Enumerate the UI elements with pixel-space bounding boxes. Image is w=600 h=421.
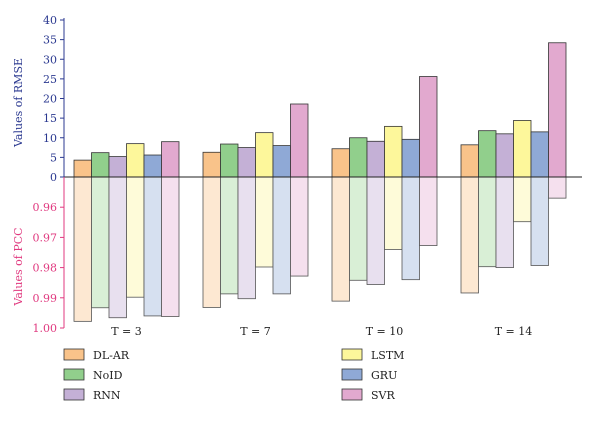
rmse-bar-rnn-2	[237, 147, 256, 178]
legend-label: GRU	[371, 369, 397, 382]
group-labels: T = 3 T = 7 T = 10 T = 14	[111, 325, 532, 338]
rmse-tick-label: 0	[50, 171, 57, 184]
legend-item-dl-ar: DL-AR	[63, 348, 130, 362]
rmse-tick-label: 30	[43, 53, 57, 66]
rmse-bar-lstm-4	[513, 120, 532, 178]
pcc-bar-gru-2	[272, 176, 291, 295]
pcc-bar-svr-3	[419, 176, 438, 246]
pcc-bar-lstm-4	[513, 176, 532, 223]
rmse-tick-label: 35	[43, 34, 57, 47]
pcc-bars	[73, 176, 567, 322]
rmse-bar-dl-ar-1	[73, 159, 92, 178]
pcc-bar-noid-2	[220, 176, 239, 295]
rmse-bar-noid-4	[478, 130, 497, 178]
pcc-bar-rnn-4	[495, 176, 514, 268]
group-label: T = 10	[366, 325, 404, 338]
group-label: T = 7	[240, 325, 271, 338]
legend-swatch	[341, 348, 363, 361]
pcc-bar-lstm-1	[126, 176, 145, 298]
rmse-tick-label: 5	[50, 151, 57, 164]
pcc-bar-noid-1	[91, 176, 110, 309]
rmse-bar-dl-ar-4	[460, 144, 479, 178]
pcc-bar-rnn-1	[108, 176, 127, 319]
pcc-axis-title: Values of PCC	[12, 227, 25, 306]
pcc-bar-rnn-2	[237, 176, 256, 300]
rmse-tick-label: 20	[43, 93, 57, 106]
axis-labels: 0 5 10 15 20 25 30 35 40 0.96 0.97 0.98 0.99 1.00 Valu…	[12, 14, 57, 335]
pcc-bar-lstm-2	[255, 176, 274, 268]
rmse-bar-rnn-4	[495, 133, 514, 178]
rmse-bar-lstm-3	[384, 125, 403, 178]
pcc-bar-svr-2	[290, 176, 309, 277]
legend-item-lstm: LSTM	[341, 348, 404, 362]
legend-label: SVR	[371, 389, 395, 402]
pcc-bar-dl-ar-3	[331, 176, 350, 302]
pcc-bar-noid-3	[349, 176, 368, 281]
rmse-bar-lstm-1	[126, 143, 145, 178]
group-label: T = 3	[111, 325, 142, 338]
pcc-bar-dl-ar-1	[73, 176, 92, 322]
pcc-bar-dl-ar-2	[202, 176, 221, 308]
group-label: T = 14	[495, 325, 533, 338]
legend-swatch	[341, 388, 363, 401]
rmse-axis-title: Values of RMSE	[12, 58, 25, 148]
axes	[60, 18, 582, 329]
pcc-bar-rnn-3	[366, 176, 385, 285]
pcc-bar-gru-1	[143, 176, 162, 317]
pcc-bar-gru-3	[401, 176, 420, 281]
rmse-bar-dl-ar-2	[202, 151, 221, 178]
rmse-tick-label: 15	[43, 112, 57, 125]
rmse-bar-svr-1	[161, 141, 180, 178]
legend-label: LSTM	[371, 349, 404, 362]
legend: DL-AR NoID RNN LSTM GRU SVR	[63, 348, 404, 402]
rmse-bar-gru-1	[143, 154, 162, 178]
legend-item-svr: SVR	[341, 388, 395, 402]
rmse-bar-rnn-3	[366, 140, 385, 178]
rmse-bar-gru-4	[530, 131, 549, 178]
rmse-bar-gru-2	[272, 145, 291, 178]
rmse-bar-noid-1	[91, 152, 110, 178]
rmse-bars	[73, 42, 567, 178]
pcc-bar-gru-4	[530, 176, 549, 266]
rmse-bar-noid-3	[349, 137, 368, 178]
rmse-tick-label: 10	[43, 132, 57, 145]
pcc-tick-label: 0.99	[33, 292, 58, 305]
legend-item-rnn: RNN	[63, 388, 121, 402]
legend-swatch	[63, 348, 85, 361]
pcc-bar-noid-4	[478, 176, 497, 268]
rmse-bar-noid-2	[220, 143, 239, 178]
legend-item-noid: NoID	[63, 368, 123, 382]
legend-label: NoID	[93, 369, 123, 382]
rmse-bar-lstm-2	[255, 132, 274, 178]
rmse-bar-svr-3	[419, 76, 438, 178]
pcc-tick-label: 1.00	[33, 322, 58, 335]
pcc-bar-svr-1	[161, 176, 180, 317]
legend-swatch	[63, 388, 85, 401]
pcc-bar-svr-4	[548, 176, 567, 199]
rmse-tick-label: 40	[43, 14, 57, 27]
legend-label: DL-AR	[93, 349, 130, 362]
pcc-tick-label: 0.96	[33, 201, 58, 214]
rmse-bar-dl-ar-3	[331, 148, 350, 178]
pcc-tick-label: 0.97	[33, 231, 58, 244]
pcc-tick-label: 0.98	[33, 262, 58, 275]
legend-swatch	[63, 368, 85, 381]
rmse-bar-gru-3	[401, 138, 420, 178]
pcc-bar-dl-ar-4	[460, 176, 479, 294]
legend-label: RNN	[93, 389, 121, 402]
rmse-bar-svr-4	[548, 42, 567, 178]
rmse-tick-label: 25	[43, 73, 57, 86]
rmse-bar-svr-2	[290, 103, 309, 178]
pcc-bar-lstm-3	[384, 176, 403, 250]
legend-item-gru: GRU	[341, 368, 397, 382]
legend-swatch	[341, 368, 363, 381]
rmse-bar-rnn-1	[108, 156, 127, 178]
